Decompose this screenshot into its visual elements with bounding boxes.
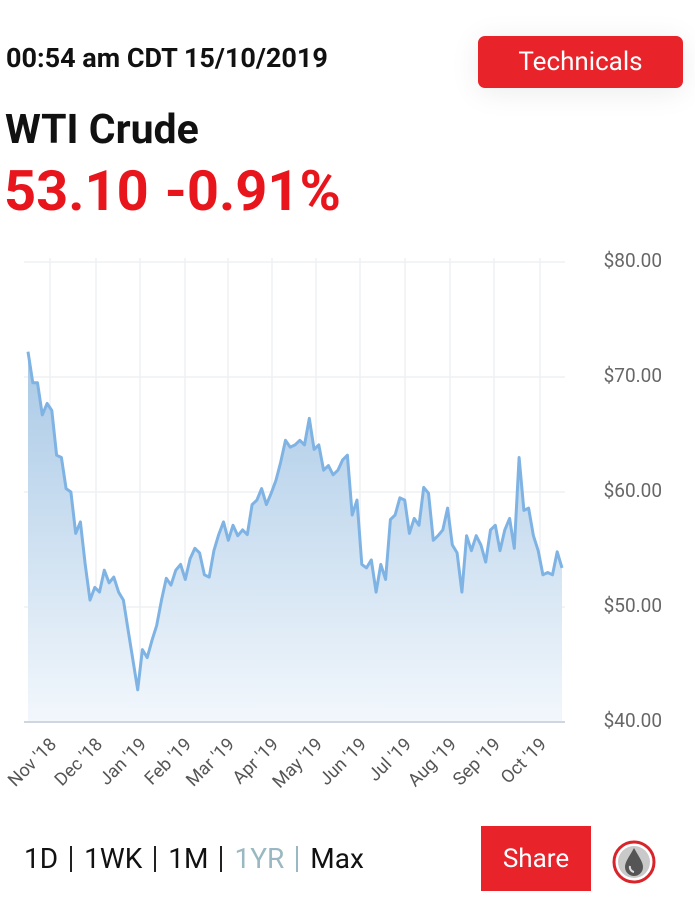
oil-icon (612, 840, 656, 884)
timestamp: 00:54 am CDT 15/10/2019 (6, 42, 328, 74)
line (26, 351, 564, 692)
x-tick-label: Jan '19 (95, 734, 151, 790)
x-tick-label: Mar '19 (182, 734, 239, 791)
range-button[interactable]: 1YR (222, 845, 299, 873)
price-line: 53.10 -0.91% (4, 158, 341, 224)
y-tick-label: $70.00 (604, 364, 662, 387)
share-button[interactable]: Share (481, 826, 591, 891)
y-tick-label: $60.00 (604, 479, 662, 502)
x-tick-label: Nov '18 (4, 734, 61, 791)
area (28, 351, 562, 722)
x-tick-label: May '19 (268, 734, 327, 793)
technicals-button[interactable]: Technicals (478, 36, 683, 88)
x-tick-label: Dec '18 (51, 734, 107, 790)
range-button[interactable]: Max (310, 842, 364, 875)
range-button[interactable]: 1D (24, 845, 73, 873)
y-tick-label: $80.00 (604, 249, 662, 272)
x-tick-label: Oct '19 (497, 734, 551, 788)
y-tick-label: $40.00 (604, 709, 662, 732)
instrument-name: WTI Crude (5, 106, 199, 154)
y-tick-label: $50.00 (604, 594, 662, 617)
change: -0.91% (164, 158, 341, 224)
range-button[interactable]: 1M (156, 845, 223, 873)
price: 53.10 (4, 158, 149, 224)
x-tick-label: Sep '19 (449, 734, 505, 790)
range-button[interactable]: 1WK (72, 845, 157, 873)
x-tick-label: Aug '19 (404, 734, 461, 791)
range-selector: 1D 1WK 1M 1YR Max (24, 842, 376, 875)
x-tick-label: Jun '19 (315, 734, 371, 790)
